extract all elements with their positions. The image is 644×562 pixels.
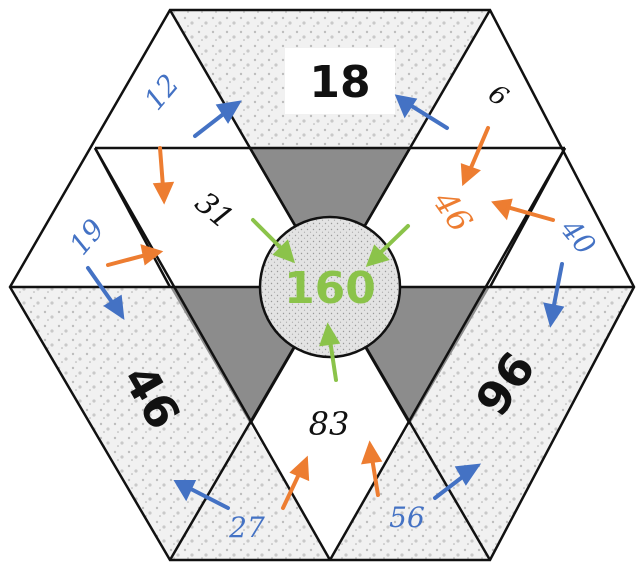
- arrow-19-to-31: [106, 253, 148, 267]
- arrow-27-up: [187, 486, 230, 510]
- number-83: 83: [309, 405, 350, 443]
- arrow-40-down: [551, 262, 564, 312]
- arrow-head: [361, 440, 383, 465]
- number-160-center: 160: [284, 263, 376, 314]
- arrow-56-to-83: [370, 456, 380, 497]
- arrow-head: [103, 294, 125, 321]
- arrow-head: [140, 244, 164, 266]
- arrow-12-to-18: [193, 110, 228, 138]
- arrow-6-to-18: [408, 103, 449, 130]
- arrow-head: [319, 322, 341, 347]
- arrow-head: [454, 463, 482, 486]
- arrow-head: [491, 198, 513, 221]
- white-cell-top-right: [410, 10, 565, 148]
- arrows: [86, 94, 565, 510]
- arrow-head: [394, 94, 418, 119]
- number-18: 18: [309, 57, 370, 108]
- arrow-head: [152, 181, 175, 205]
- arrow-head: [173, 480, 197, 502]
- arrow-12-to-31: [158, 146, 165, 189]
- arrow-83-to-center: [328, 338, 338, 382]
- arrow-40-to-46: [505, 205, 555, 222]
- arrow-19-down: [86, 266, 116, 307]
- arrow-27-to-83: [281, 470, 302, 510]
- arrow-head: [215, 100, 242, 124]
- number-56: 56: [389, 501, 425, 534]
- arrow-31-to-center: [251, 218, 285, 252]
- arrow-head: [289, 455, 310, 482]
- arrow-6-to-46: [468, 126, 490, 172]
- arrow-head: [272, 239, 296, 264]
- white-cell-46-inner: [410, 148, 565, 287]
- arrow-head: [365, 244, 390, 268]
- arrow-head: [543, 302, 565, 328]
- arrow-46-to-center: [376, 224, 410, 257]
- label-box-18: [285, 48, 395, 114]
- white-cell-right: [490, 148, 634, 287]
- number-27: 27: [228, 511, 265, 544]
- white-cell-left: [10, 148, 170, 287]
- center-circle: [258, 215, 402, 359]
- white-cell-31: [95, 148, 250, 287]
- arrow-head: [460, 163, 481, 187]
- white-cell-top-left: [95, 10, 250, 148]
- arrow-56-up: [433, 473, 467, 500]
